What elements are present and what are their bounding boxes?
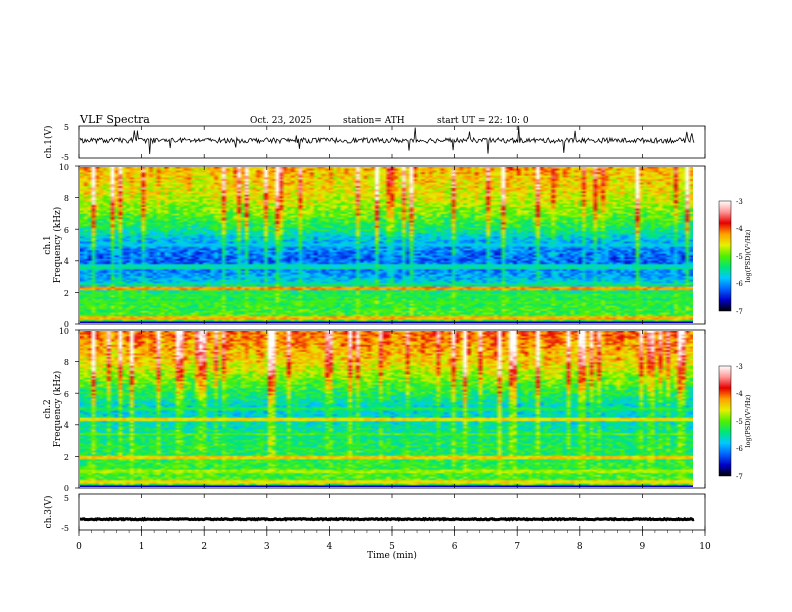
ch2-ytick-8: 8 [64, 358, 69, 367]
ch1-wave-ylabel: ch.1(V) [43, 126, 54, 159]
xtick-1: 1 [139, 542, 145, 552]
ch1-waveform-trace [79, 126, 695, 155]
ch3-wave-ytick-bottom: -5 [61, 524, 69, 533]
ch3-wave-ylabel: ch.3(V) [43, 496, 54, 529]
xtick-7: 7 [514, 542, 520, 552]
ch2-cbar-tick-m7: -7 [736, 473, 743, 481]
xtick-4: 4 [327, 542, 333, 552]
ch1-ytick-6: 6 [64, 226, 69, 235]
ch2-ytick-4: 4 [64, 421, 69, 430]
ch2-cbar-tick-m3: -3 [736, 363, 743, 371]
ch1-cbar-tick-m7: -7 [736, 308, 743, 316]
ch2-ytick-2: 2 [64, 453, 69, 462]
ch1-wave-ytick-bottom: -5 [61, 153, 69, 162]
start-time-label: start UT = 22: 10: 0 [437, 116, 529, 126]
ch2-ytick-10: 10 [59, 327, 69, 336]
ch2-cbar-tick-m5: -5 [736, 418, 743, 426]
ch1-cbar-tick-m4: -4 [736, 225, 743, 233]
xtick-3: 3 [264, 542, 270, 552]
ch3-waveform-trace [80, 516, 695, 522]
ch1-cbar-tick-m3: -3 [736, 198, 743, 206]
ch1-cbar-tick-m6: -6 [736, 280, 743, 288]
ch1-ytick-10: 10 [59, 163, 69, 172]
ch1-colorbar-label: log(PSD)(V²/Hz) [744, 229, 752, 282]
ch2-cbar-tick-m6: -6 [736, 445, 743, 453]
ch1-colorbar: -3 -4 -5 -6 -7 log(PSD)(V²/Hz) [718, 198, 752, 316]
ch1-waveform-panel: 5 -5 ch.1(V) [43, 123, 706, 162]
station-label: station= ATH [343, 116, 405, 126]
ch1-spectrogram-yticks: 0 2 4 6 8 10 [59, 163, 69, 329]
ch3-wave-ytick-top: 5 [64, 494, 69, 503]
ch2-frequency-label: Frequency (kHz) [52, 371, 63, 448]
ch1-colorbar-bar [718, 200, 732, 312]
xtick-10: 10 [699, 542, 711, 552]
xtick-5: 5 [389, 542, 395, 552]
xtick-0: 0 [76, 542, 82, 552]
ch1-wave-ytick-top: 5 [64, 123, 69, 132]
ch3-waveform-panel: 5 -5 ch.3(V) [43, 493, 706, 533]
ch1-ytick-2: 2 [64, 289, 69, 298]
date-label: Oct. 23, 2025 [250, 116, 312, 126]
figure-title: VLF Spectra [79, 113, 150, 126]
ch2-ytick-6: 6 [64, 390, 69, 399]
xtick-2: 2 [201, 542, 207, 552]
xtick-6: 6 [452, 542, 458, 552]
ch2-colorbar-bar [718, 365, 732, 477]
ch3-waveform-frame [78, 493, 706, 531]
ch1-ytick-4: 4 [64, 257, 69, 266]
ch1-spectrogram-image [80, 167, 693, 323]
time-axis: 0 1 2 3 4 5 6 7 8 9 10 Time (min) [76, 542, 711, 561]
ch1-channel-label: ch.1 [43, 235, 53, 254]
ch1-frequency-label: Frequency (kHz) [52, 207, 63, 284]
ch2-spectrogram-yticks: 0 2 4 6 8 10 [59, 327, 69, 493]
ch1-cbar-tick-m5: -5 [736, 253, 743, 261]
ch1-ytick-0: 0 [64, 320, 69, 329]
x-axis-label: Time (min) [367, 550, 417, 561]
ch2-channel-label: ch.2 [43, 399, 53, 418]
xtick-9: 9 [640, 542, 646, 552]
ch2-colorbar: -3 -4 -5 -6 -7 log(PSD)(V²/Hz) [718, 363, 752, 481]
xtick-8: 8 [577, 542, 583, 552]
ch2-cbar-tick-m4: -4 [736, 390, 743, 398]
ch2-ytick-0: 0 [64, 484, 69, 493]
ch1-ytick-8: 8 [64, 194, 69, 203]
ch2-spectrogram-image [80, 331, 693, 487]
ch2-colorbar-label: log(PSD)(V²/Hz) [744, 394, 752, 447]
